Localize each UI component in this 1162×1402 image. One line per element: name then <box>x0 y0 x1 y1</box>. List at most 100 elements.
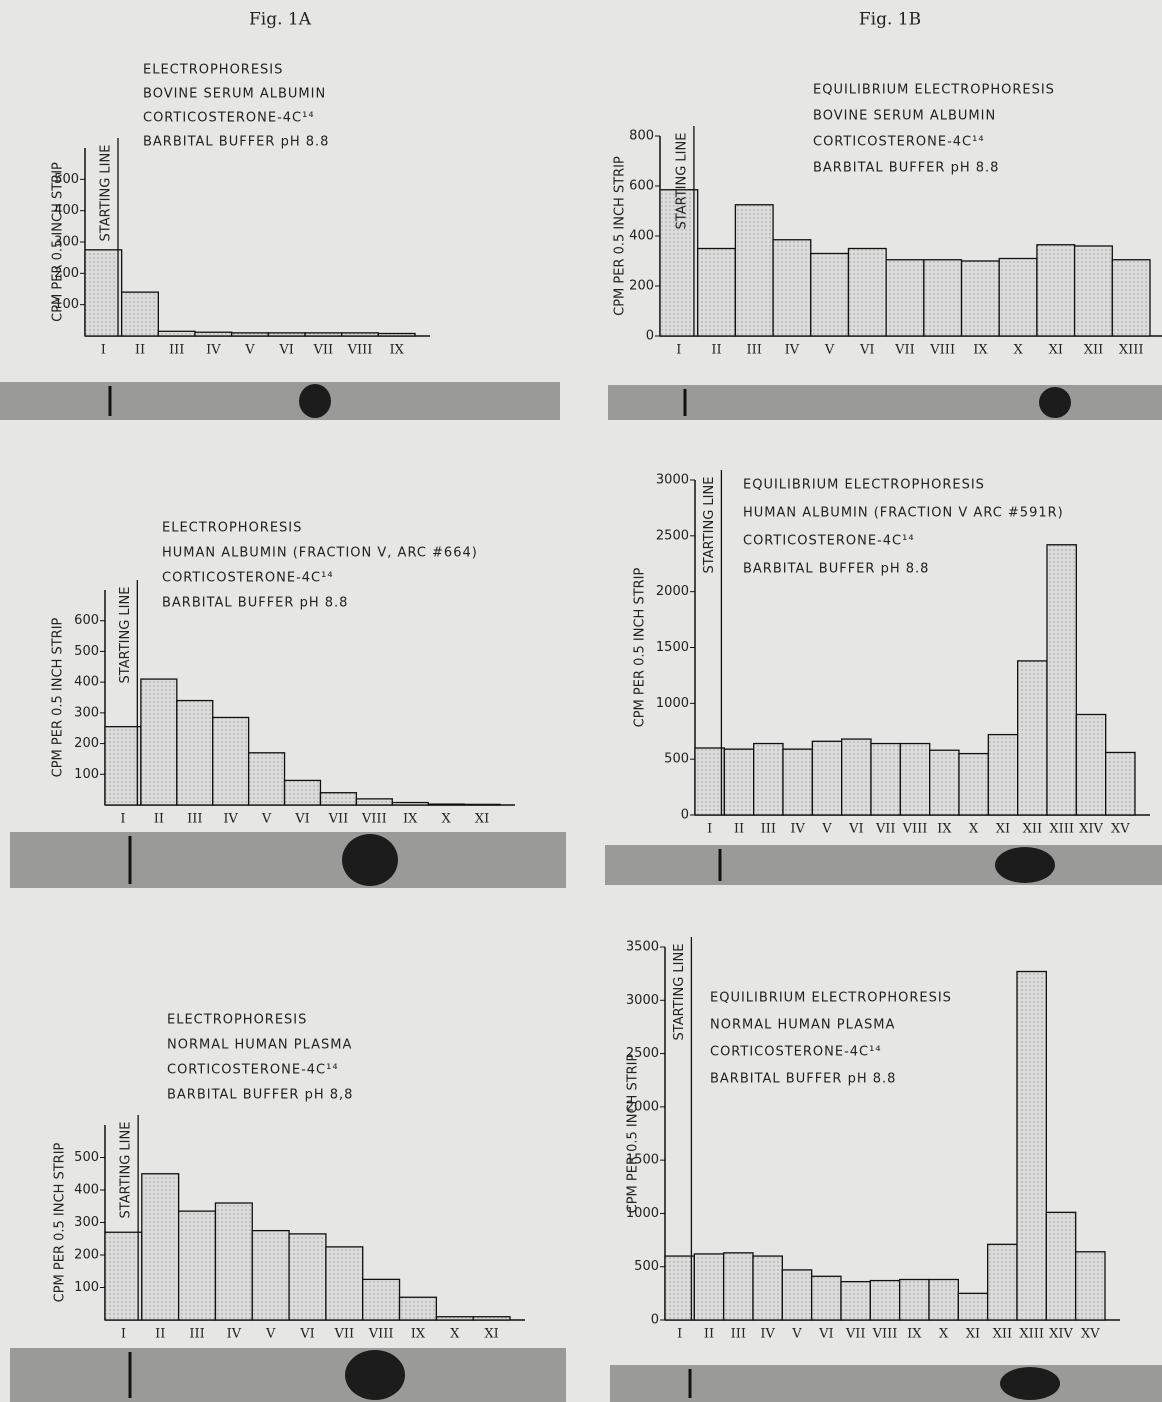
x-tick-label: IX <box>411 1327 426 1342</box>
chart-title-line: CORTICOSTERONE-4C¹⁴ <box>162 571 334 586</box>
starting-line-label: STARTING LINE <box>702 477 717 574</box>
bar <box>870 742 901 816</box>
y-tick-label: 200 <box>74 736 99 751</box>
x-tick-label: XI <box>966 1327 980 1342</box>
bar <box>734 204 774 337</box>
starting-line-label: STARTING LINE <box>672 944 687 1041</box>
bar <box>960 260 1000 337</box>
x-tick-label: IX <box>403 812 418 827</box>
bar <box>362 1278 401 1321</box>
y-tick-label: 500 <box>664 752 689 767</box>
y-tick-label: 400 <box>54 203 79 218</box>
bar <box>923 259 963 337</box>
x-tick-label: X <box>969 822 979 837</box>
y-axis-label: CPM PER 0.5 INCH STRIP <box>51 162 66 322</box>
chart-title-line: BARBITAL BUFFER pH 8.8 <box>743 562 929 577</box>
x-tick-label: XIII <box>1119 343 1144 358</box>
y-axis-label: CPM PER 0.5 INCH STRIP <box>613 156 628 316</box>
bar <box>899 1278 930 1321</box>
y-tick-label: 500 <box>74 644 99 659</box>
bar <box>1016 970 1047 1321</box>
bar <box>811 1275 842 1321</box>
y-tick-label: 600 <box>629 179 654 194</box>
y-axis-label: CPM PER 0.5 INCH STRIP <box>53 1142 68 1302</box>
chart-title-line: ELECTROPHORESIS <box>167 1013 307 1028</box>
bar <box>772 239 812 337</box>
bar <box>781 1269 813 1321</box>
chart-title-line: CORTICOSTERONE-4C¹⁴ <box>167 1063 339 1078</box>
x-tick-label: XIII <box>1049 822 1074 837</box>
bar <box>723 1252 754 1321</box>
y-tick-label: 0 <box>681 808 689 823</box>
bar <box>1017 660 1048 816</box>
bar <box>377 332 416 337</box>
chart-title-line: CORTICOSTERONE-4C¹⁴ <box>743 534 915 549</box>
x-tick-label: III <box>187 812 202 827</box>
x-tick-label: V <box>791 1327 802 1342</box>
bar <box>121 291 159 337</box>
x-tick-label: XI <box>475 812 489 827</box>
y-tick-label: 0 <box>651 1313 659 1328</box>
x-tick-label: I <box>121 1327 126 1342</box>
y-tick-label: 800 <box>629 129 654 144</box>
y-tick-label: 200 <box>54 266 79 281</box>
x-tick-label: XII <box>1023 822 1043 837</box>
chart-title-line: NORMAL HUMAN PLASMA <box>167 1038 352 1053</box>
bar <box>664 1255 695 1321</box>
bar <box>194 331 233 337</box>
strip-spot <box>1039 387 1071 418</box>
starting-line-label: STARTING LINE <box>99 145 114 242</box>
x-tick-label: IV <box>760 1327 775 1342</box>
x-tick-label: VIII <box>872 1327 898 1342</box>
y-tick-label: 2000 <box>656 584 689 599</box>
bar <box>957 1292 989 1321</box>
bar <box>841 738 872 816</box>
chart-title-line: CORTICOSTERONE-4C¹⁴ <box>710 1045 882 1060</box>
strip-photo <box>610 1365 1162 1402</box>
chart-title-line: ELECTROPHORESIS <box>162 521 302 536</box>
x-tick-label: VIII <box>902 822 928 837</box>
figure-label: Fig. 1B <box>859 10 921 30</box>
x-tick-label: VIII <box>347 343 373 358</box>
bar <box>1046 544 1077 816</box>
chart-title-line: BARBITAL BUFFER pH 8.8 <box>813 161 999 176</box>
bar <box>398 1296 438 1321</box>
chart-title-line: BOVINE SERUM ALBUMIN <box>813 109 996 124</box>
x-tick-label: XII <box>1084 343 1104 358</box>
x-tick-label: X <box>450 1327 460 1342</box>
bar <box>752 1255 783 1321</box>
x-tick-label: V <box>824 343 835 358</box>
bar <box>869 1279 901 1321</box>
chart-title-line: BARBITAL BUFFER pH 8,8 <box>167 1088 353 1103</box>
bar <box>987 733 1019 816</box>
bar <box>157 330 196 337</box>
bar <box>1075 1251 1106 1321</box>
y-tick-label: 1000 <box>656 696 689 711</box>
bar <box>427 803 465 806</box>
chart-title-line: EQUILIBRIUM ELECTROPHORESIS <box>813 83 1055 98</box>
x-tick-label: XIV <box>1049 1327 1073 1342</box>
bar <box>177 1210 217 1321</box>
y-axis-label: CPM PER 0.5 INCH STRIP <box>51 617 66 777</box>
y-tick-label: 600 <box>74 613 99 628</box>
y-tick-label: 200 <box>629 279 654 294</box>
x-tick-label: I <box>707 822 712 837</box>
chart-title-line: EQUILIBRIUM ELECTROPHORESIS <box>710 991 952 1006</box>
x-tick-label: VIII <box>368 1327 394 1342</box>
bar <box>304 332 343 337</box>
starting-line-label: STARTING LINE <box>118 587 133 684</box>
x-tick-label: IV <box>790 822 805 837</box>
y-tick-label: 100 <box>54 297 79 312</box>
bar <box>810 252 850 337</box>
y-tick-label: 500 <box>74 1150 99 1165</box>
bar <box>355 798 393 806</box>
bar <box>1036 244 1076 337</box>
x-tick-label: XI <box>1049 343 1063 358</box>
y-tick-label: 3000 <box>626 993 659 1008</box>
strip-spot <box>345 1350 405 1400</box>
y-tick-label: 1000 <box>626 1206 659 1221</box>
x-tick-label: IX <box>973 343 988 358</box>
strip-spot <box>995 847 1055 883</box>
x-tick-label: IV <box>206 343 221 358</box>
chart-title-line: BARBITAL BUFFER pH 8.8 <box>143 135 329 150</box>
